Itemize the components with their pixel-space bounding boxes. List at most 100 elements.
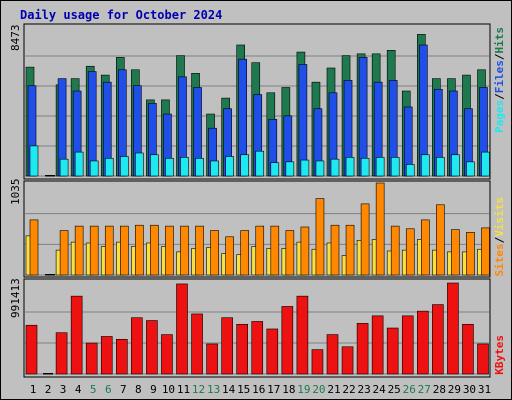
x-tick-label: 9 [150, 383, 157, 396]
bar-pages [405, 164, 415, 177]
bar-empty [45, 274, 56, 276]
x-tick-label: 16 [252, 383, 265, 396]
bar-kbytes [462, 323, 474, 375]
legend-pages: Pages [493, 100, 506, 133]
bar-pages [225, 156, 234, 177]
bar-sites [180, 225, 189, 276]
x-tick-label: 30 [463, 383, 476, 396]
bar-empty [43, 373, 54, 375]
legend-sep-3: / [493, 236, 506, 243]
bar-pages [165, 157, 174, 177]
bar-sites [360, 203, 370, 276]
bar-kbytes [401, 315, 414, 375]
x-tick-label: 2 [45, 383, 52, 396]
max-label-sites: 1035 [9, 179, 22, 206]
bar-sites [195, 225, 204, 276]
x-tick-label: 8 [135, 383, 142, 396]
bar-kbytes [356, 323, 369, 375]
bar-pages [481, 151, 490, 177]
bar-sites [466, 232, 475, 276]
bar-kbytes [326, 334, 339, 375]
bar-pages [59, 158, 69, 177]
x-tick-label: 31 [478, 383, 491, 396]
bar-sites [345, 224, 355, 276]
bar-empty [45, 175, 56, 177]
bar-sites [74, 225, 84, 276]
x-tick-label: 29 [448, 383, 461, 396]
x-tick-label: 13 [207, 383, 220, 396]
legend-sites-visits: Sites/Visits [493, 197, 506, 277]
x-tick-label: 20 [312, 383, 325, 396]
bar-files [298, 64, 308, 177]
bar-pages [104, 157, 114, 177]
bar-pages [195, 157, 204, 177]
bar-sites [210, 230, 219, 276]
bar-sites [255, 225, 265, 276]
x-tick-label: 24 [373, 383, 387, 396]
bar-kbytes [176, 283, 188, 375]
bar-kbytes [447, 282, 459, 375]
x-tick-label: 25 [388, 383, 401, 396]
bar-kbytes [191, 313, 203, 375]
bar-pages [74, 151, 84, 177]
bar-sites [29, 219, 39, 276]
bar-sites [270, 225, 280, 276]
bar-sites [405, 228, 415, 276]
max-label-kbytes: 991413 [9, 278, 22, 318]
legend-kbytes: KBytes [493, 335, 506, 375]
bar-sites [104, 225, 114, 276]
x-tick-label: 12 [192, 383, 205, 396]
bar-pages [120, 156, 129, 177]
bar-sites [315, 198, 325, 276]
bar-pages [180, 157, 189, 177]
x-tick-label: 19 [297, 383, 310, 396]
legend-sep-2: / [493, 53, 506, 60]
bar-pages [315, 160, 325, 177]
x-tick-label: 22 [342, 383, 355, 396]
x-tick-label: 4 [75, 383, 82, 396]
x-tick-label: 11 [177, 383, 190, 396]
bar-sites [375, 182, 385, 276]
bar-sites [150, 224, 159, 276]
bar-kbytes [371, 315, 384, 375]
bar-kbytes [206, 343, 218, 375]
bar-kbytes [100, 336, 113, 375]
bar-kbytes [236, 323, 248, 375]
x-tick-label: 3 [60, 383, 67, 396]
x-tick-label: 18 [282, 383, 295, 396]
bar-pages [436, 157, 445, 177]
bar-sites [135, 224, 144, 276]
bar-kbytes [296, 295, 309, 375]
bar-kbytes [432, 304, 444, 375]
bar-sites [120, 225, 129, 276]
bar-kbytes [386, 327, 399, 375]
bar-sites [240, 230, 249, 276]
bar-sites [420, 219, 430, 276]
bar-pages [451, 154, 460, 177]
bar-kbytes [70, 295, 83, 375]
bar-sites [390, 225, 400, 276]
bar-pages [29, 145, 39, 177]
legend-hits-files-pages: Pages/Files/Hits [493, 27, 506, 133]
bar-sites [451, 229, 460, 276]
bar-pages [466, 161, 475, 177]
bar-pages [89, 160, 99, 177]
legend-visits: Visits [493, 197, 506, 237]
bar-pages [150, 154, 159, 177]
x-tick-labels: 1 2 3 4 5 6 7 8 9 10 11 12 13 14 15 16 17 18 19 20 21 22 23 24 2… [30, 383, 491, 396]
x-tick-label: 28 [433, 383, 446, 396]
x-tick-label: 7 [120, 383, 127, 396]
bar-kbytes [116, 338, 128, 375]
bar-pages [255, 150, 265, 177]
bar-kbytes [55, 332, 68, 375]
bar-sites [165, 225, 174, 276]
bar-kbytes [131, 317, 143, 375]
bar-pages [285, 161, 295, 177]
bar-pages [270, 162, 280, 177]
legend-sites: Sites [493, 243, 506, 276]
bar-pages [330, 158, 340, 177]
x-tick-label: 14 [222, 383, 236, 396]
bar-kbytes [311, 349, 324, 375]
x-tick-label: 10 [162, 383, 175, 396]
bar-pages [135, 152, 144, 177]
